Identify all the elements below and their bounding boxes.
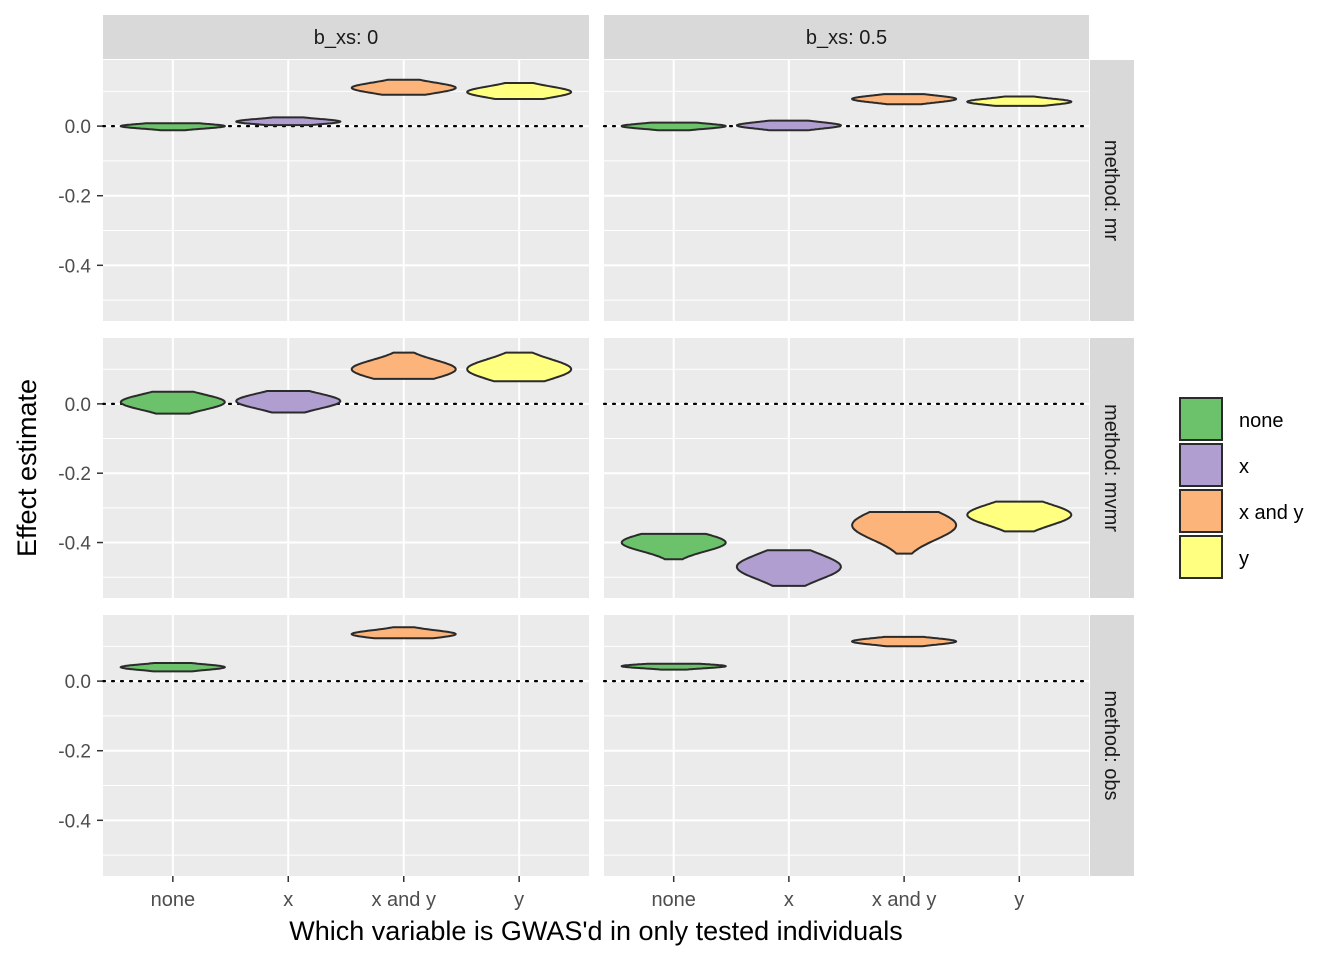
y-tick-label: -0.2 [58,742,91,763]
panels-layer [101,60,1091,876]
violin-x-and-y [350,351,457,380]
violin-none [119,122,226,132]
violin-x-and-y [850,635,958,648]
x-tick-label: y [514,889,524,911]
x-axis-title: Which variable is GWAS'd in only tested … [289,916,902,946]
violins-0-1 [620,93,1073,132]
x-tick-label: none [651,889,696,911]
strip-background [1090,615,1134,876]
legend-label: x and y [1239,502,1303,524]
violin-none [119,662,226,673]
legend-swatch [1179,489,1223,533]
y-tick-label: -0.4 [58,811,91,832]
violin-x [235,116,342,127]
legend-item-x-and-y: x and y [1179,489,1303,533]
y-tick-label: -0.2 [58,464,91,485]
legend-item-x: x [1179,443,1249,487]
column-strip-label: b_xs: 0 [314,27,378,49]
panel-2-1 [602,615,1091,876]
violin-y [466,351,573,383]
axes-layer: 0.0 -0.2 -0.4 0.0 -0.2 -0.4 0.0 -0.2 -0.4 none x x … [58,117,1024,911]
strip-background [1090,338,1134,598]
violin-x-and-y [850,93,958,106]
violins-2-1 [620,635,958,671]
row-strip-label: method: mr [1100,140,1122,241]
legend-layer: none x x and y y [1179,397,1303,579]
row-strip-label: method: mvmr [1100,404,1122,532]
legend-label: y [1239,548,1249,570]
column-strip-1: b_xs: 0.5 [604,15,1089,59]
y-tick-label: -0.4 [58,534,91,555]
x-tick-label: x and y [371,889,435,911]
strips-layer: b_xs: 0 b_xs: 0.5 method: mr method: mvmr me… [103,15,1134,876]
violin-y [466,82,573,100]
violin-x-and-y [350,626,457,640]
y-tick-label: 0.0 [65,117,91,138]
violins-1-1 [620,500,1073,587]
violins-0-0 [119,78,573,132]
legend-swatch [1179,535,1223,579]
violin-none [620,121,727,132]
panel-0-0 [101,60,591,321]
strip-background [604,15,1089,59]
x-tick-label: y [1014,889,1024,911]
panel-background [103,60,589,321]
violin-none [620,662,727,671]
violin-y [966,500,1073,533]
violins-2-0 [119,626,457,673]
y-tick-label: -0.4 [58,256,91,277]
violin-x-and-y [350,78,457,96]
x-tick-label: none [151,889,196,911]
strip-background [1090,60,1134,321]
violins-1-0 [119,351,573,415]
x-tick-label: x [283,889,293,911]
row-strip-2: method: obs [1090,615,1134,876]
x-tick-label: x [784,889,794,911]
row-strip-1: method: mvmr [1090,338,1134,598]
panel-background [103,615,589,876]
legend-label: x [1239,456,1249,478]
violin-x [735,119,843,132]
column-strip-label: b_xs: 0.5 [806,27,887,49]
panel-0-1 [602,60,1091,321]
row-strip-label: method: obs [1100,690,1122,800]
violin-none [119,390,226,415]
violin-x [735,549,842,587]
y-axis-title: Effect estimate [12,379,42,557]
legend-label: none [1239,410,1284,432]
column-strip-0: b_xs: 0 [103,15,589,59]
strip-background [103,15,589,59]
panel-background [604,615,1089,876]
y-tick-label: 0.0 [65,672,91,693]
violin-none [620,532,727,561]
panel-2-0 [101,615,591,876]
violin-x-and-y [851,511,958,555]
legend-item-none: none [1179,397,1284,441]
legend-swatch [1179,443,1223,487]
row-strip-0: method: mr [1090,60,1134,321]
x-tick-label: x and y [872,889,936,911]
y-tick-label: 0.0 [65,395,91,416]
legend-swatch [1179,397,1223,441]
violin-y [966,95,1073,107]
violin-x [235,390,342,414]
legend-item-y: y [1179,535,1249,579]
y-tick-label: -0.2 [58,187,91,208]
